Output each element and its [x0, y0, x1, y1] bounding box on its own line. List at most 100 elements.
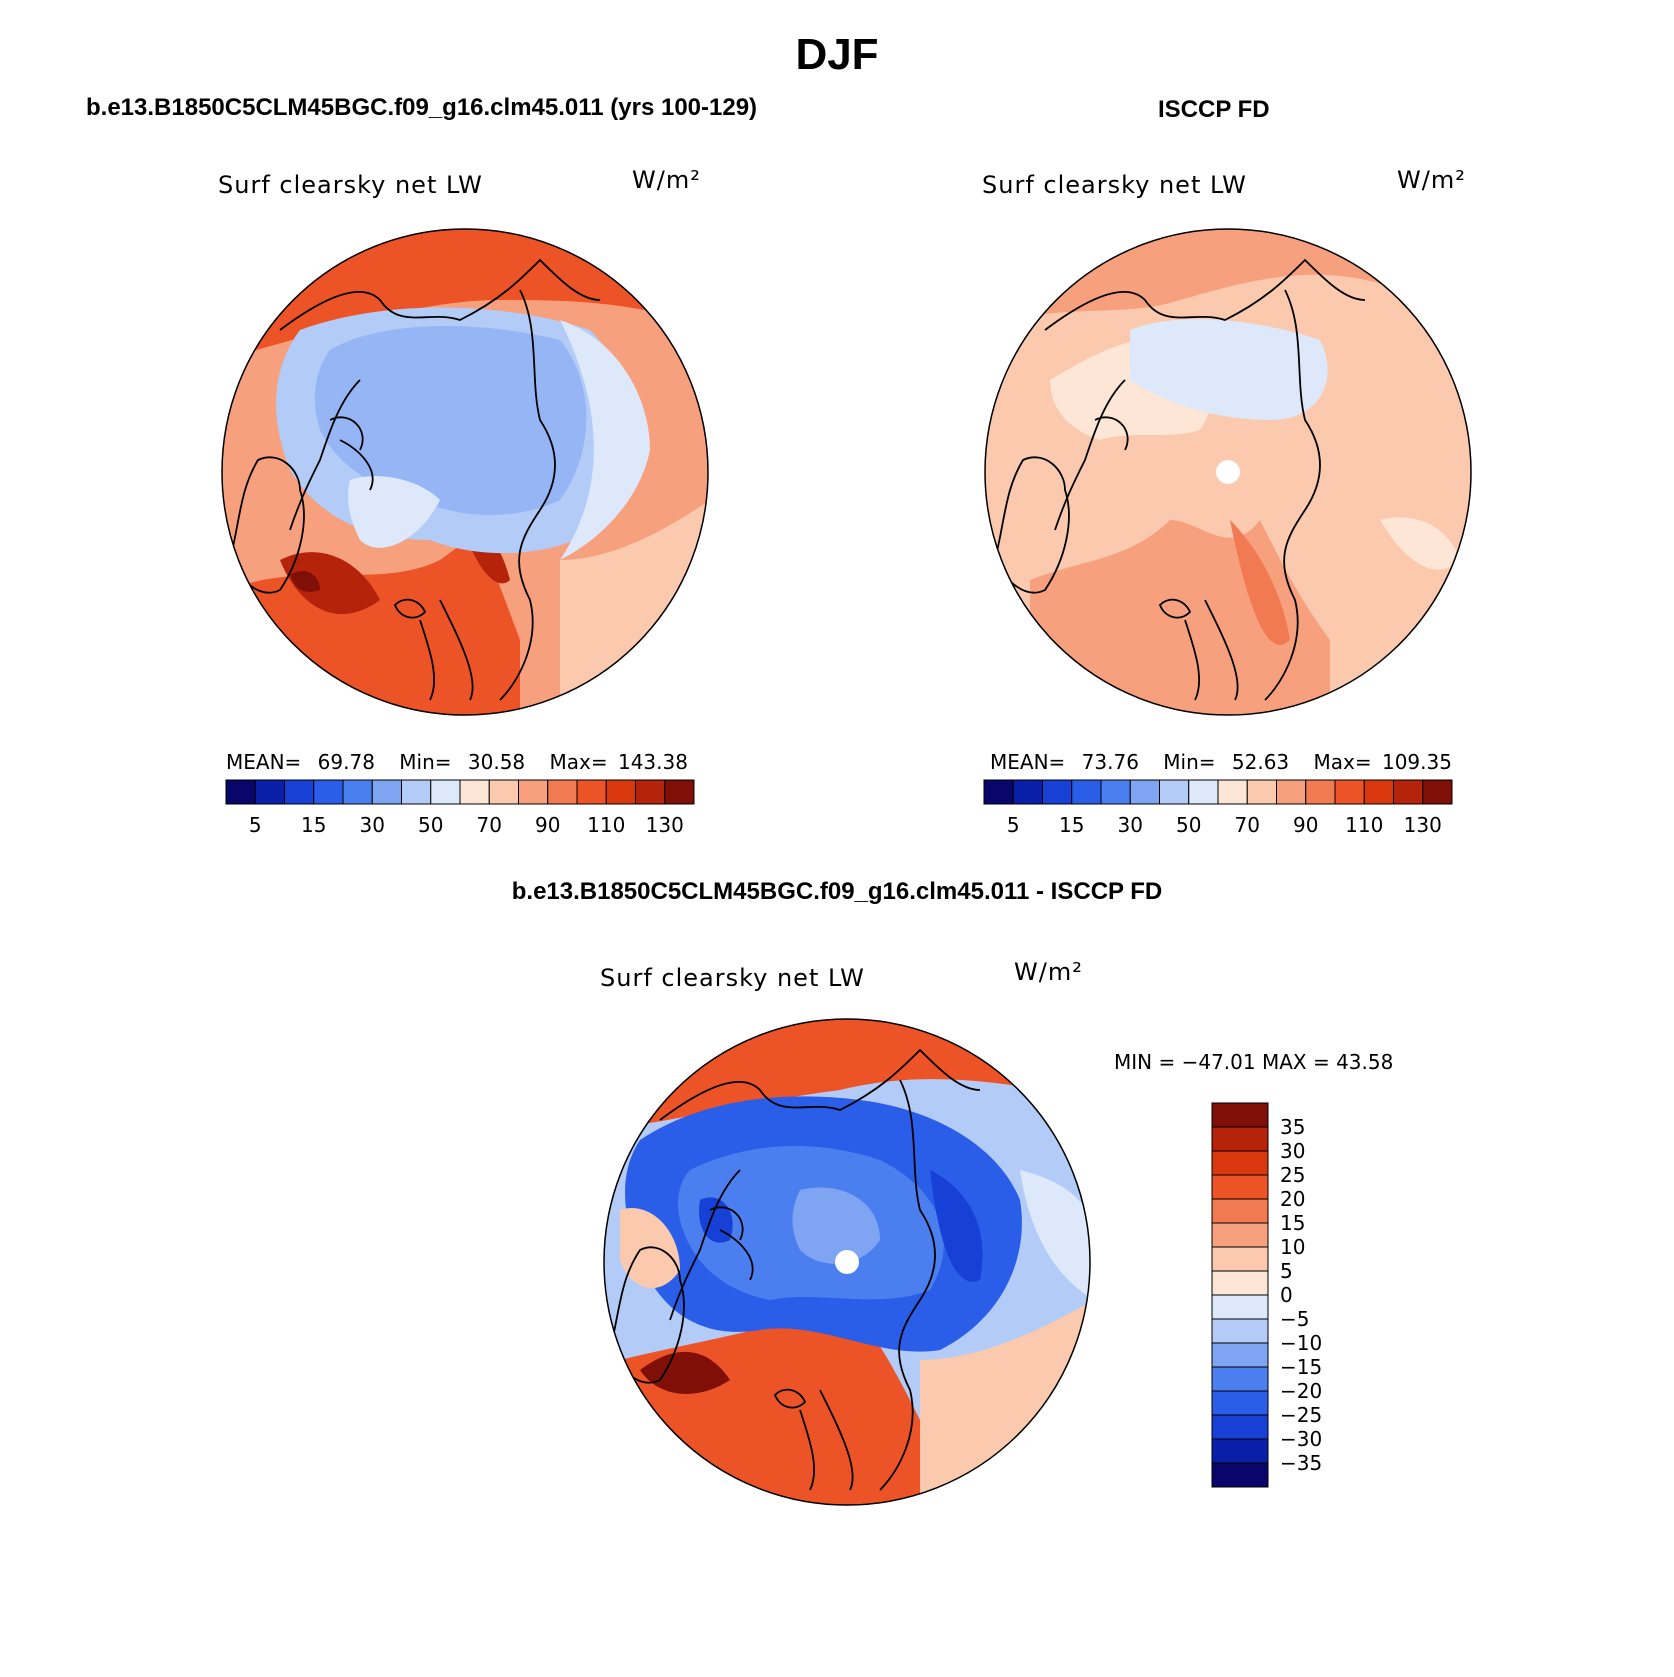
model-units-label: W/m² [632, 166, 701, 194]
obs-units-label: W/m² [1397, 166, 1466, 194]
diff-colorbar-box [1211, 1462, 1269, 1488]
diff-colorbar-box [1211, 1366, 1269, 1392]
diff-colorbar-box [1211, 1246, 1269, 1272]
model-mean-label: MEAN= [226, 750, 302, 774]
obs-colorbar-box [1071, 779, 1102, 805]
obs-colorbar-box [1012, 779, 1043, 805]
obs-colorbar-tick-label: 130 [1404, 813, 1442, 837]
diff-colorbar-box [1211, 1318, 1269, 1344]
diff-colorbar-box [1211, 1414, 1269, 1440]
diff-colorbar-tick-label: 15 [1280, 1211, 1305, 1235]
diff-map [603, 1018, 1091, 1506]
obs-min-label: Min= [1163, 750, 1216, 774]
model-variable-label: Surf clearsky net LW [218, 171, 483, 199]
diff-colorbar-tick-label: 30 [1280, 1139, 1305, 1163]
model-colorbar-tick-label: 50 [418, 813, 443, 837]
diff-colorbar-box [1211, 1198, 1269, 1224]
model-colorbar-tick-label: 110 [587, 813, 625, 837]
model-colorbar-tick-label: 30 [360, 813, 385, 837]
obs-stats: MEAN= 73.76 Min= 52.63 Max= 109.35 [990, 750, 1452, 774]
model-map [221, 228, 709, 716]
obs-colorbar-box [1393, 779, 1424, 805]
diff-colorbar-tick-label: −30 [1280, 1427, 1322, 1451]
obs-min-value: 52.63 [1231, 750, 1290, 774]
obs-max-label: Max= [1313, 750, 1372, 774]
model-colorbar-box [342, 779, 373, 805]
obs-colorbar-box [1042, 779, 1073, 805]
obs-colorbar-tick-label: 70 [1235, 813, 1260, 837]
model-colorbar-box [605, 779, 636, 805]
model-colorbar-box [664, 779, 695, 805]
obs-colorbar-tick-label: 15 [1059, 813, 1084, 837]
model-colorbar-tick-label: 90 [535, 813, 560, 837]
diff-units-label: W/m² [1014, 958, 1083, 986]
diff-variable-label: Surf clearsky net LW [600, 964, 865, 992]
model-stats: MEAN= 69.78 Min= 30.58 Max= 143.38 [226, 750, 688, 774]
model-colorbar-box [313, 779, 344, 805]
obs-colorbar-box [1334, 779, 1365, 805]
model-colorbar-box [518, 779, 549, 805]
diff-colorbar-tick-label: −20 [1280, 1379, 1322, 1403]
model-colorbar-box [488, 779, 519, 805]
diff-colorbar-box [1211, 1126, 1269, 1152]
obs-colorbar-box [1276, 779, 1307, 805]
model-colorbar-box [459, 779, 490, 805]
model-min-label: Min= [399, 750, 452, 774]
model-mean-value: 69.78 [317, 750, 375, 774]
diff-colorbar-box [1211, 1294, 1269, 1320]
model-colorbar-tick-label: 15 [301, 813, 326, 837]
diff-colorbar-box [1211, 1438, 1269, 1464]
model-panel-title: b.e13.B1850C5CLM45BGC.f09_g16.clm45.011 … [86, 94, 758, 121]
model-colorbar: 5 15 30 50 70 90 110 130 [225, 779, 695, 837]
model-colorbar-box [371, 779, 402, 805]
diff-minmax: MIN = −47.01 MAX = 43.58 [1114, 1050, 1394, 1074]
model-colorbar-tick-label: 130 [646, 813, 684, 837]
diff-colorbar-tick-label: 0 [1280, 1283, 1293, 1307]
figure-title: DJF [795, 30, 879, 79]
diff-colorbar-box [1211, 1390, 1269, 1416]
obs-map [984, 228, 1472, 716]
obs-colorbar-tick-label: 50 [1176, 813, 1201, 837]
obs-colorbar-box [1129, 779, 1160, 805]
diff-colorbar-box [1211, 1102, 1269, 1128]
model-colorbar-box [547, 779, 578, 805]
obs-mean-value: 73.76 [1081, 750, 1139, 774]
model-colorbar-tick-label: 5 [249, 813, 262, 837]
diff-colorbar-tick-label: 25 [1280, 1163, 1305, 1187]
obs-colorbar-box [983, 779, 1014, 805]
obs-colorbar-box [1100, 779, 1131, 805]
diff-colorbar-box [1211, 1270, 1269, 1296]
model-colorbar-box [635, 779, 666, 805]
diff-colorbar-tick-label: 20 [1280, 1187, 1305, 1211]
diff-colorbar-tick-label: 5 [1280, 1259, 1293, 1283]
obs-colorbar-box [1217, 779, 1248, 805]
model-colorbar-box [254, 779, 285, 805]
model-colorbar-tick-label: 70 [477, 813, 502, 837]
model-colorbar-box [430, 779, 461, 805]
obs-colorbar: 5 15 30 50 70 90 110 130 [983, 779, 1453, 837]
model-max-label: Max= [549, 750, 608, 774]
diff-colorbar-tick-label: −25 [1280, 1403, 1322, 1427]
obs-colorbar-tick-label: 30 [1118, 813, 1143, 837]
model-max-value: 143.38 [617, 750, 688, 774]
obs-colorbar-box [1159, 779, 1190, 805]
diff-colorbar-tick-label: −5 [1280, 1307, 1309, 1331]
model-colorbar-box [401, 779, 432, 805]
obs-colorbar-box [1305, 779, 1336, 805]
diff-pole-gap [835, 1250, 859, 1274]
diff-colorbar-tick-label: −15 [1280, 1355, 1322, 1379]
obs-colorbar-tick-label: 5 [1007, 813, 1020, 837]
obs-panel-title: ISCCP FD [1158, 96, 1270, 123]
diff-colorbar-tick-label: −35 [1280, 1451, 1322, 1475]
obs-colorbar-box [1246, 779, 1277, 805]
model-colorbar-box [576, 779, 607, 805]
diff-colorbar-tick-label: −10 [1280, 1331, 1322, 1355]
model-min-value: 30.58 [467, 750, 526, 774]
diff-colorbar-box [1211, 1222, 1269, 1248]
model-colorbar-box [225, 779, 256, 805]
obs-colorbar-tick-label: 90 [1293, 813, 1318, 837]
obs-colorbar-box [1188, 779, 1219, 805]
obs-variable-label: Surf clearsky net LW [982, 171, 1247, 199]
